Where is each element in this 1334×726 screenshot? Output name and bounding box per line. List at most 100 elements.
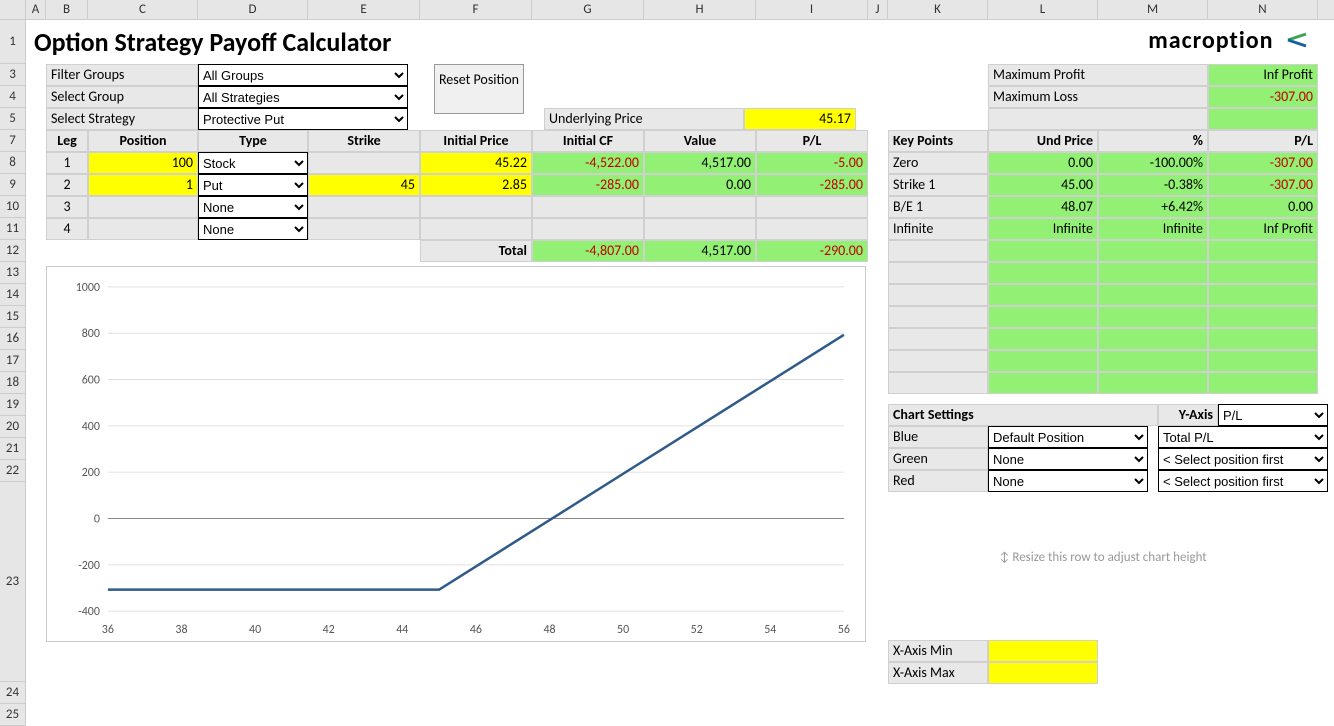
row-17[interactable]: 17 bbox=[0, 350, 26, 372]
xaxis-max-label: X-Axis Max bbox=[888, 662, 988, 684]
underlying-price-value[interactable]: 45.17 bbox=[744, 108, 856, 130]
svg-text:600: 600 bbox=[82, 374, 100, 388]
keypoint-row: InfiniteInfiniteInfiniteInf Profit bbox=[888, 218, 1318, 240]
yaxis-select[interactable]: P/L bbox=[1218, 404, 1328, 426]
select-strategy-select[interactable]: Protective Put bbox=[198, 108, 408, 130]
row-18[interactable]: 18 bbox=[0, 372, 26, 394]
leg-position[interactable]: 100 bbox=[88, 152, 198, 174]
leg-strike[interactable]: 45 bbox=[308, 174, 420, 196]
col-J[interactable]: J bbox=[868, 0, 888, 19]
row-14[interactable]: 14 bbox=[0, 284, 26, 306]
red-select[interactable]: None bbox=[988, 470, 1148, 492]
red-right-select[interactable]: < Select position first bbox=[1158, 470, 1328, 492]
leg-type-select[interactable]: Stock bbox=[198, 152, 308, 174]
col-N[interactable]: N bbox=[1208, 0, 1318, 19]
leg-num: 4 bbox=[46, 218, 88, 240]
max-profit-label: Maximum Profit bbox=[988, 64, 1208, 86]
svg-text:44: 44 bbox=[396, 623, 408, 637]
col-A[interactable]: A bbox=[26, 0, 46, 19]
col-C[interactable]: C bbox=[88, 0, 198, 19]
col-F[interactable]: F bbox=[420, 0, 532, 19]
leg-row: 2 1 Put 45 2.85 -285.00 0.00 -285.00 bbox=[46, 174, 868, 196]
row-21[interactable]: 21 bbox=[0, 438, 26, 460]
kp-blank bbox=[988, 284, 1098, 306]
col-M[interactable]: M bbox=[1098, 0, 1208, 19]
kp-blank-label bbox=[888, 306, 988, 328]
row-23[interactable]: 23 bbox=[0, 482, 26, 682]
col-B[interactable]: B bbox=[46, 0, 88, 19]
kp-blank bbox=[1098, 372, 1208, 394]
kp-pct: -100.00% bbox=[1098, 152, 1208, 174]
leg-strike[interactable] bbox=[308, 218, 420, 240]
filter-groups-select[interactable]: All Groups bbox=[198, 64, 408, 86]
svg-text:52: 52 bbox=[691, 623, 703, 637]
select-group-select[interactable]: All Strategies bbox=[198, 86, 408, 108]
xaxis-min-value[interactable] bbox=[988, 640, 1098, 662]
max-loss-label: Maximum Loss bbox=[988, 86, 1208, 108]
row-1[interactable]: 1 bbox=[0, 20, 26, 64]
red-label: Red bbox=[888, 470, 988, 492]
row-25[interactable]: 25 bbox=[0, 704, 26, 726]
leg-type-select[interactable]: None bbox=[198, 196, 308, 218]
row-16[interactable]: 16 bbox=[0, 328, 26, 350]
leg-position[interactable]: 1 bbox=[88, 174, 198, 196]
leg-initial-price[interactable]: 45.22 bbox=[420, 152, 532, 174]
row-22[interactable]: 22 bbox=[0, 460, 26, 482]
kp-label: Zero bbox=[888, 152, 988, 174]
col-G[interactable]: G bbox=[532, 0, 644, 19]
col-I[interactable]: I bbox=[756, 0, 868, 19]
col-L[interactable]: L bbox=[988, 0, 1098, 19]
leg-initial-price[interactable]: 2.85 bbox=[420, 174, 532, 196]
kp-blank-label bbox=[888, 284, 988, 306]
leg-initial-cf bbox=[532, 218, 644, 240]
kp-blank bbox=[1208, 328, 1318, 350]
kp-blank bbox=[1208, 306, 1318, 328]
row-3[interactable]: 3 bbox=[0, 64, 26, 86]
filter-groups-label: Filter Groups bbox=[46, 64, 198, 86]
col-K[interactable]: K bbox=[888, 0, 988, 19]
leg-strike[interactable] bbox=[308, 152, 420, 174]
leg-header-position: Position bbox=[88, 130, 198, 152]
col-H[interactable]: H bbox=[644, 0, 756, 19]
green-select[interactable]: None bbox=[988, 448, 1148, 470]
kp-blank-label bbox=[888, 328, 988, 350]
total-pl: -290.00 bbox=[756, 240, 868, 262]
leg-row: 3 None bbox=[46, 196, 868, 218]
row-5[interactable]: 5 bbox=[0, 108, 26, 130]
row-10[interactable]: 10 bbox=[0, 196, 26, 218]
row-20[interactable]: 20 bbox=[0, 416, 26, 438]
row-13[interactable]: 13 bbox=[0, 262, 26, 284]
kp-blank bbox=[988, 372, 1098, 394]
svg-text:50: 50 bbox=[617, 623, 629, 637]
row-7[interactable]: 7 bbox=[0, 130, 26, 152]
leg-strike[interactable] bbox=[308, 196, 420, 218]
row-12[interactable]: 12 bbox=[0, 240, 26, 262]
kp-pl: -307.00 bbox=[1208, 174, 1318, 196]
col-E[interactable]: E bbox=[308, 0, 420, 19]
reset-position-button[interactable]: Reset Position bbox=[434, 64, 524, 114]
leg-header-type: Type bbox=[198, 130, 308, 152]
green-right-select[interactable]: < Select position first bbox=[1158, 448, 1328, 470]
row-4[interactable]: 4 bbox=[0, 86, 26, 108]
row-11[interactable]: 11 bbox=[0, 218, 26, 240]
leg-type-select[interactable]: None bbox=[198, 218, 308, 240]
leg-pl: -5.00 bbox=[756, 152, 868, 174]
col-D[interactable]: D bbox=[198, 0, 308, 19]
kp-pl: 0.00 bbox=[1208, 196, 1318, 218]
leg-type-select[interactable]: Put bbox=[198, 174, 308, 196]
row-15[interactable]: 15 bbox=[0, 306, 26, 328]
xaxis-max-value[interactable] bbox=[988, 662, 1098, 684]
leg-position[interactable] bbox=[88, 196, 198, 218]
row-19[interactable]: 19 bbox=[0, 394, 26, 416]
leg-position[interactable] bbox=[88, 218, 198, 240]
row-8[interactable]: 8 bbox=[0, 152, 26, 174]
kp-und: 48.07 bbox=[988, 196, 1098, 218]
leg-value bbox=[644, 218, 756, 240]
brand-text: macroption bbox=[1148, 26, 1273, 55]
leg-initial-price[interactable] bbox=[420, 218, 532, 240]
leg-initial-price[interactable] bbox=[420, 196, 532, 218]
row-9[interactable]: 9 bbox=[0, 174, 26, 196]
blue-right-select[interactable]: Total P/L bbox=[1158, 426, 1328, 448]
row-24[interactable]: 24 bbox=[0, 682, 26, 704]
blue-select[interactable]: Default Position bbox=[988, 426, 1148, 448]
